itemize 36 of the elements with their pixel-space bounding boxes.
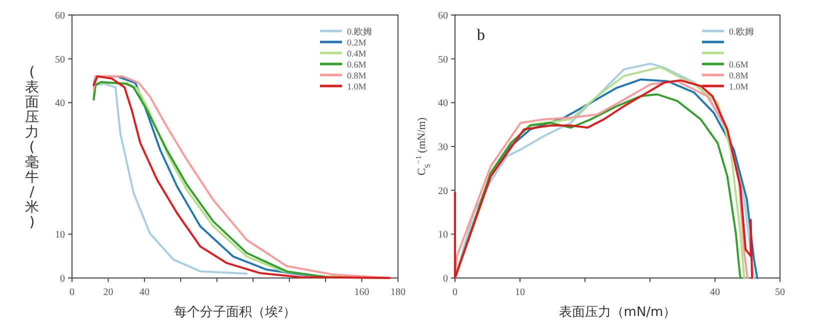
y-tick-label: 0 <box>60 274 65 284</box>
y-tick-label: 40 <box>55 98 65 110</box>
y-tick-label: 50 <box>55 54 65 66</box>
y-tick-label: 10 <box>55 230 65 241</box>
y-tick-label: 40 <box>438 98 448 110</box>
x-tick-label: 160 <box>354 287 370 298</box>
x-tick-label: 20 <box>103 287 114 298</box>
line-series <box>92 82 248 275</box>
legend-label: 1.0M <box>729 82 748 92</box>
text: (表面压力 (毫牛/米) <box>25 64 39 230</box>
y-tick-label: 60 <box>438 10 448 22</box>
legend-label: 0.2M <box>347 38 366 48</box>
legend-label: 0.4M <box>347 48 366 58</box>
x-tick-label: 50 <box>775 287 785 298</box>
x-axis-title: 表面压力（mN/m） <box>558 305 676 320</box>
legend-label: 1.0M <box>347 82 366 92</box>
y-tick-label: 50 <box>438 54 448 66</box>
legend-label: 0.8M <box>729 70 748 80</box>
legend-label: 0.欧姆 <box>347 26 372 36</box>
x-tick-label: 10 <box>515 287 525 298</box>
y-tick-label: 60 <box>55 10 65 22</box>
legend-label: 0.6M <box>729 60 748 70</box>
x-tick-label: 40 <box>139 287 150 298</box>
annotation: b <box>477 27 485 44</box>
y-tick-label: 30 <box>438 142 448 153</box>
y-tick-label: 10 <box>438 230 448 241</box>
x-tick-label: 40 <box>710 287 720 298</box>
legend-label: 0.8M <box>347 70 366 80</box>
y-tick-label: 20 <box>438 186 448 197</box>
x-axis-title: 每个分子面积（埃²） <box>174 305 296 320</box>
y-tick-label: 0 <box>443 274 448 284</box>
x-tick-label: 0 <box>452 287 458 298</box>
x-tick-label: 180 <box>390 287 406 298</box>
x-tick-label: 0 <box>70 287 74 298</box>
legend-label: 0.欧姆 <box>729 26 754 36</box>
legend-label: 0.6M <box>347 60 366 70</box>
